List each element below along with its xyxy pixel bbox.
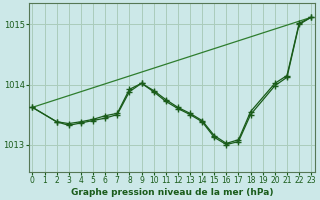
X-axis label: Graphe pression niveau de la mer (hPa): Graphe pression niveau de la mer (hPa) <box>71 188 273 197</box>
